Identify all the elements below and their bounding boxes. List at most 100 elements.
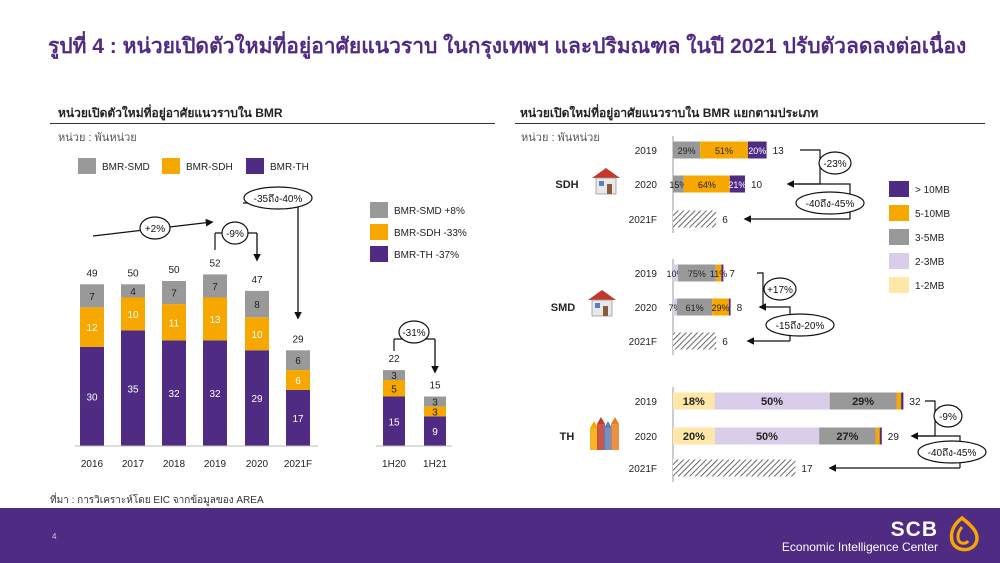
x-tick-label: 1H20 xyxy=(382,459,406,470)
data-label: 35 xyxy=(127,384,139,395)
total-label: 49 xyxy=(86,268,98,279)
share-label: 64% xyxy=(698,180,716,190)
right-horizontal-bar-chart: SDH 2019 29% 51% 20% 13 2020 15% 64% 21% 10 2021F 6 S… xyxy=(551,136,950,482)
right-subtitle-rule xyxy=(515,123,985,124)
sdh-house-icon-window xyxy=(599,181,604,186)
forecast-bar xyxy=(673,459,796,477)
half-bar-segment-bmr-smd-1H20 xyxy=(383,370,405,380)
data-label: 12 xyxy=(86,323,98,334)
row-total-label: 7 xyxy=(729,269,735,280)
row-year-label: 2019 xyxy=(635,397,658,408)
segment-10mb xyxy=(728,298,731,316)
segment-35mb xyxy=(673,175,684,193)
change-swatch xyxy=(370,202,388,218)
share-label: 29% xyxy=(852,396,874,408)
half-bar-segment-bmr-sdh-1H20 xyxy=(383,380,405,397)
smd-2021-annotation: -15ถึง-20% xyxy=(776,320,825,332)
legend-swatch xyxy=(78,158,96,174)
data-label: 15 xyxy=(388,417,400,428)
change-2020-annotation: -9% xyxy=(226,229,244,240)
legend-swatch xyxy=(889,277,909,293)
total-label: 47 xyxy=(251,275,263,286)
legend-label: 5-10MB xyxy=(915,209,950,220)
data-label: 32 xyxy=(168,389,180,400)
growth-annotation-ellipse xyxy=(139,216,171,240)
share-label: 11% xyxy=(710,269,727,279)
brand-block: SCB Economic Intelligence Center xyxy=(782,518,938,554)
legend-label: 2-3MB xyxy=(915,257,945,268)
th-house-icon-unit xyxy=(597,424,605,450)
segment-35mb xyxy=(819,427,876,445)
segment-12mb xyxy=(673,427,715,445)
segment-12mb xyxy=(673,392,715,410)
bracket-line xyxy=(757,272,764,307)
total-label: 52 xyxy=(209,258,221,269)
data-label: 17 xyxy=(292,414,304,425)
total-label: 22 xyxy=(388,354,400,365)
segment-35mb xyxy=(673,141,701,159)
row-year-label: 2021F xyxy=(629,464,657,475)
segment-10mb xyxy=(747,141,767,159)
bar-segment-bmr-sdh-2018 xyxy=(162,304,186,341)
row-total-label: 10 xyxy=(751,180,763,191)
legend-label: BMR-SMD xyxy=(102,162,150,173)
source-note: ที่มา : การวิเคราะห์โดย EIC จากข้อมูลของ… xyxy=(50,495,264,506)
sdh-house-icon-door xyxy=(607,184,612,194)
share-label: 51% xyxy=(715,146,733,156)
data-label: 6 xyxy=(295,356,301,367)
group-label: SMD xyxy=(551,302,576,314)
data-label: 8 xyxy=(254,300,260,311)
growth-annotation: +2% xyxy=(145,224,165,235)
segment-10mb xyxy=(879,427,882,445)
bar-segment-bmr-sdh-2019 xyxy=(203,297,227,341)
bar-segment-bmr-smd-2018 xyxy=(162,281,186,305)
change-label: BMR-SDH -33% xyxy=(394,228,467,239)
data-label: 10 xyxy=(127,310,139,321)
legend-swatch xyxy=(889,229,909,245)
data-label: 7 xyxy=(89,292,95,303)
sdh-2020-annotation: -23% xyxy=(823,159,846,170)
left-chart-subtitle: หน่วยเปิดตัวใหม่ที่อยู่อาศัยแนวราบใน BMR xyxy=(58,106,283,120)
bar-segment-bmr-th-2019 xyxy=(203,340,227,446)
bar-segment-bmr-smd-2017 xyxy=(121,284,145,298)
right-unit-label: หน่วย : พันหน่วย xyxy=(521,132,600,144)
th-house-icon-unit xyxy=(611,424,619,450)
smd-2020-annotation: +17% xyxy=(767,285,793,296)
group-label: TH xyxy=(560,431,575,443)
x-tick-label: 2020 xyxy=(246,459,269,470)
x-tick-label: 2018 xyxy=(163,459,186,470)
share-label: 21% xyxy=(728,180,746,190)
smd-house-icon-door xyxy=(603,306,608,316)
smd-house-icon-window xyxy=(595,303,600,308)
row-year-label: 2021F xyxy=(629,215,657,226)
row-total-label: 6 xyxy=(722,337,728,348)
bar-segment-bmr-th-2016 xyxy=(80,347,104,446)
data-label: 32 xyxy=(209,389,221,400)
smd-2021-annotation-ellipse xyxy=(765,313,835,337)
segment-510mb xyxy=(712,298,729,316)
change-swatch xyxy=(370,224,388,240)
segment-510mb xyxy=(683,175,730,193)
th-2020-annotation-ellipse xyxy=(933,404,963,428)
bar-segment-bmr-smd-2021F xyxy=(286,350,310,371)
bar-segment-bmr-th-2020 xyxy=(245,350,269,446)
th-roof xyxy=(611,417,619,424)
segment-23mb xyxy=(673,264,679,282)
total-label: 29 xyxy=(292,334,304,345)
th-roof xyxy=(597,417,605,424)
right-chart-subtitle: หน่วยเปิดใหม่ที่อยู่อาศัยแนวราบใน BMR แย… xyxy=(520,106,819,120)
footer-bar xyxy=(0,508,1000,563)
legend-label: > 10MB xyxy=(915,185,950,196)
segment-35mb xyxy=(678,264,716,282)
sdh-house-icon-roof xyxy=(592,168,620,178)
share-label: 20% xyxy=(683,431,705,443)
segment-35mb xyxy=(829,392,897,410)
th-roof xyxy=(590,421,598,428)
change-2021-annotation-ellipse xyxy=(243,186,313,210)
row-total-label: 29 xyxy=(888,432,900,443)
x-tick-label: 2021F xyxy=(284,459,312,470)
forecast-bar xyxy=(673,332,717,350)
data-label: 4 xyxy=(130,287,136,298)
data-label: 9 xyxy=(432,427,438,438)
x-tick-label: 2019 xyxy=(204,459,227,470)
